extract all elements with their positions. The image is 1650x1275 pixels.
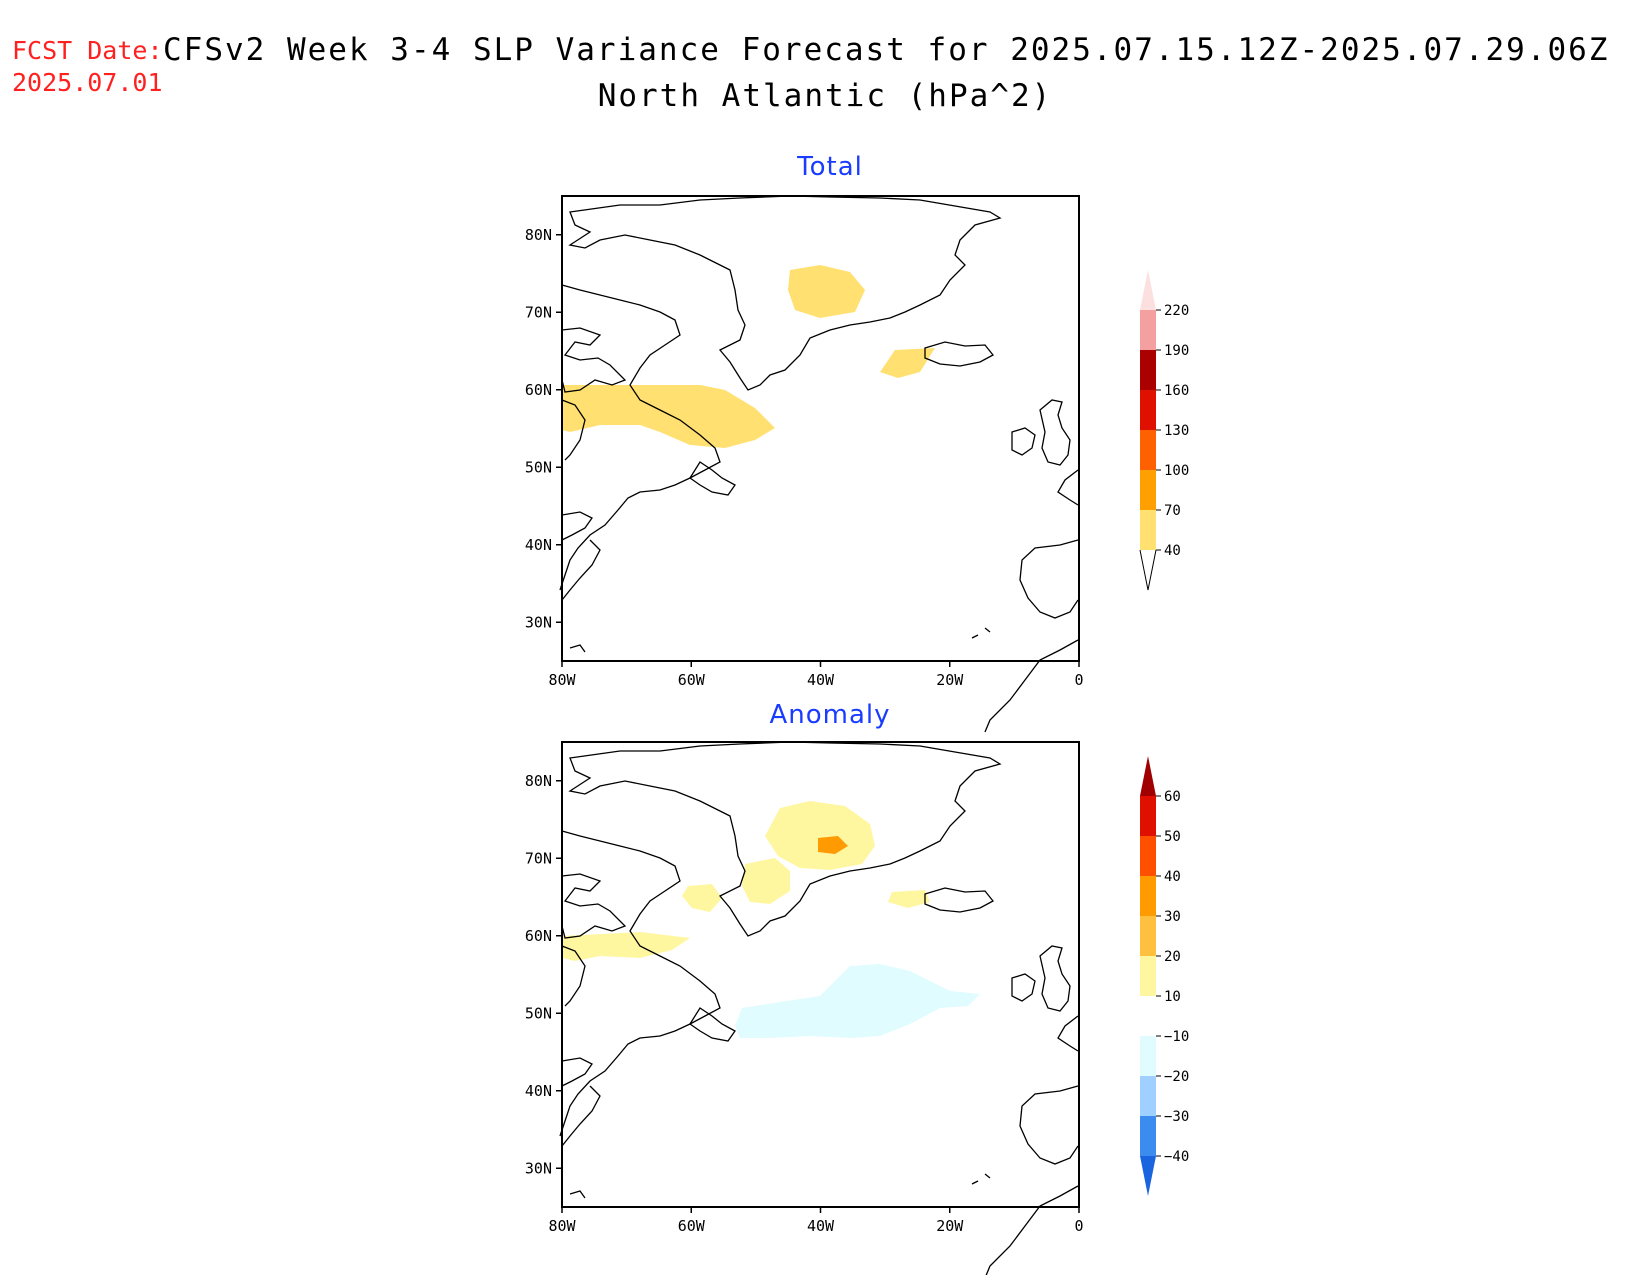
lat-tick-label: 80N xyxy=(525,226,552,244)
lat-tick-label: 70N xyxy=(525,849,552,867)
colorbar-swatch xyxy=(1140,390,1156,430)
colorbar-label: −30 xyxy=(1164,1109,1189,1125)
lat-tick-label: 40N xyxy=(525,1082,552,1100)
total-panel-title: Total xyxy=(797,152,863,182)
colorbar-swatch xyxy=(1140,1116,1156,1156)
page-title: CFSv2 Week 3-4 SLP Variance Forecast for… xyxy=(163,32,1610,68)
lon-tick-label: 20W xyxy=(936,1217,964,1235)
colorbar-label: 20 xyxy=(1164,949,1181,965)
lon-tick-label: 0 xyxy=(1074,671,1083,689)
lat-tick-label: 40N xyxy=(525,536,552,554)
colorbar-label: 30 xyxy=(1164,909,1181,925)
total-shading xyxy=(562,265,935,448)
lat-tick-label: 80N xyxy=(525,772,552,790)
lon-tick-label: 40W xyxy=(807,1217,835,1235)
anomaly-colorbar: 60 50 40 30 20 10 −10 −20 −30 −40 xyxy=(1140,756,1189,1196)
lon-tick-label: 0 xyxy=(1074,1217,1083,1235)
lat-tick-label: 60N xyxy=(525,927,552,945)
colorbar-label: −40 xyxy=(1164,1149,1189,1165)
anomaly-shading xyxy=(562,801,980,1038)
colorbar-cap-top xyxy=(1140,270,1156,310)
lat-tick-label: 70N xyxy=(525,303,552,321)
colorbar-swatch xyxy=(1140,1076,1156,1116)
colorbar-swatch xyxy=(1140,876,1156,916)
lon-tick-label: 80W xyxy=(548,671,576,689)
colorbar-swatch xyxy=(1140,510,1156,550)
lon-tick-label: 20W xyxy=(936,671,964,689)
colorbar-label: −20 xyxy=(1164,1069,1189,1085)
colorbar-swatch xyxy=(1140,430,1156,470)
colorbar-label: 40 xyxy=(1164,869,1181,885)
colorbar-swatch xyxy=(1140,916,1156,956)
lat-tick-label: 50N xyxy=(525,1004,552,1022)
colorbar-swatch xyxy=(1140,996,1156,1036)
anomaly-panel-title: Anomaly xyxy=(769,700,891,730)
colorbar-swatch xyxy=(1140,470,1156,510)
lon-tick-label: 60W xyxy=(678,1217,706,1235)
colorbar-swatch xyxy=(1140,310,1156,350)
colorbar-label: 70 xyxy=(1164,503,1181,519)
lat-tick-label: 30N xyxy=(525,613,552,631)
colorbar-label: −10 xyxy=(1164,1029,1189,1045)
colorbar-cap-top xyxy=(1140,756,1156,796)
colorbar-label: 190 xyxy=(1164,343,1189,359)
colorbar-label: 40 xyxy=(1164,543,1181,559)
lat-tick-label: 30N xyxy=(525,1159,552,1177)
lon-tick-label: 60W xyxy=(678,671,706,689)
lat-tick-label: 50N xyxy=(525,458,552,476)
total-colorbar: 220 190 160 130 100 70 40 xyxy=(1139,270,1189,591)
colorbar-label: 160 xyxy=(1164,383,1189,399)
colorbar-swatch xyxy=(1140,350,1156,390)
colorbar-swatch xyxy=(1140,956,1156,996)
lon-tick-label: 80W xyxy=(548,1217,576,1235)
page-subtitle: North Atlantic (hPa^2) xyxy=(597,78,1053,114)
colorbar-swatch xyxy=(1140,1036,1156,1076)
anomaly-map xyxy=(559,741,1080,1275)
colorbar-label: 100 xyxy=(1164,463,1189,479)
colorbar-swatch xyxy=(1140,836,1156,876)
colorbar-label: 50 xyxy=(1164,829,1181,845)
colorbar-label: 130 xyxy=(1164,423,1189,439)
forecast-date-value: 2025.07.01 xyxy=(12,68,163,97)
colorbar-label: 220 xyxy=(1164,303,1189,319)
forecast-date-label: FCST Date: xyxy=(12,36,163,65)
colorbar-cap-bottom xyxy=(1139,549,1157,591)
colorbar-label: 10 xyxy=(1164,989,1181,1005)
lat-tick-label: 60N xyxy=(525,381,552,399)
lon-tick-label: 40W xyxy=(807,671,835,689)
colorbar-swatch xyxy=(1140,796,1156,836)
colorbar-cap-bottom xyxy=(1140,1156,1156,1196)
colorbar-label: 60 xyxy=(1164,789,1181,805)
total-map xyxy=(559,195,1080,733)
